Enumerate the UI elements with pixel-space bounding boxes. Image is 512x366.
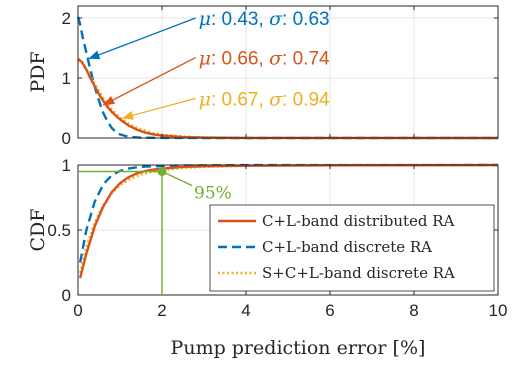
arrow-head-dist <box>103 95 116 105</box>
legend-label-sc: S+C+L-band discrete RA <box>262 264 455 282</box>
annotation-text-part: μ <box>199 88 211 110</box>
legend-label-dist: C+L-band distributed RA <box>262 212 455 230</box>
x-tick-label: 2 <box>157 301 166 320</box>
x-axis-label: Pump prediction error [%] <box>171 337 426 359</box>
annotation-text-part: : 0.66, <box>211 49 269 70</box>
annotation-text-part: σ <box>269 48 283 70</box>
annotation-arrow-disc <box>88 17 196 60</box>
series-line-dist <box>77 57 499 140</box>
annotation-label-disc: μ: 0.43, σ: 0.63 <box>199 8 330 30</box>
y-axis-label: CDF <box>27 209 49 252</box>
y-tick-label: 0 <box>62 286 71 305</box>
arrow-head-disc <box>88 50 101 60</box>
annotation-label-sc: μ: 0.67, σ: 0.94 <box>199 88 330 110</box>
y-tick-label: 0.5 <box>47 221 71 240</box>
x-tick-label: 0 <box>73 301 82 320</box>
annotation-text-part: σ <box>269 8 283 30</box>
annotation-text-part: : 0.74 <box>282 49 330 70</box>
y-tick-label: 0 <box>62 129 71 148</box>
annotation-arrow-dist <box>102 57 196 106</box>
series-line-sc <box>78 163 499 274</box>
annotation-label-dist: μ: 0.66, σ: 0.74 <box>199 48 330 70</box>
annotation-text-part: μ <box>199 8 211 30</box>
arrow-head-sc <box>122 110 134 120</box>
annotation-text-part: : 0.67, <box>211 89 269 110</box>
reference-marker <box>157 167 167 176</box>
y-tick-label: 1 <box>62 156 71 175</box>
annotation-text-part: μ <box>199 48 211 70</box>
x-tick-label: 4 <box>241 301 250 320</box>
annotation-text-part: : 0.63 <box>282 9 330 30</box>
annotation-text-part: σ <box>269 88 283 110</box>
y-tick-label: 1 <box>62 69 71 88</box>
annotation-arrow-sc <box>121 97 196 119</box>
x-tick-label: 8 <box>409 301 418 320</box>
x-tick-label: 10 <box>489 301 508 320</box>
series-line-dist <box>78 163 499 279</box>
reference-label: 95% <box>194 184 232 204</box>
legend-label-disc: C+L-band discrete RA <box>262 238 432 256</box>
y-tick-label: 2 <box>62 9 71 28</box>
reference-leader <box>161 170 193 187</box>
x-tick-label: 6 <box>325 301 334 320</box>
axes-frame <box>77 5 499 139</box>
series-line-disc <box>76 16 498 140</box>
y-axis-label: PDF <box>27 51 49 92</box>
annotation-text-part: : 0.94 <box>282 89 330 110</box>
annotation-text-part: : 0.43, <box>211 9 269 30</box>
legend-box <box>209 204 495 292</box>
